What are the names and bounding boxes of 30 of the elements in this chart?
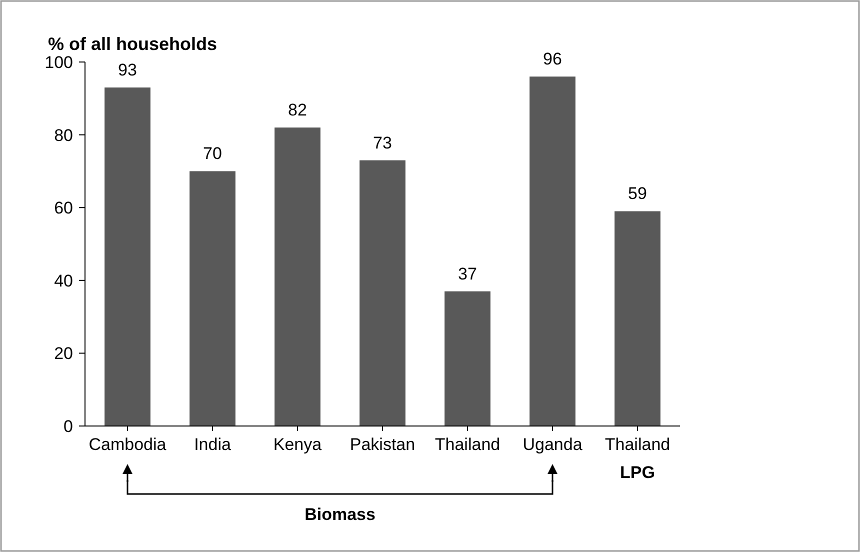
y-tick-label: 60 <box>54 198 73 218</box>
x-tick-label: Cambodia <box>88 435 167 454</box>
x-tick-label: Thailand <box>434 435 500 454</box>
bar <box>190 171 236 426</box>
data-label: 37 <box>458 264 477 284</box>
y-tick-label: 0 <box>64 416 73 436</box>
bar <box>274 128 320 426</box>
text: Biomass <box>304 505 376 524</box>
y-tick-label: 40 <box>54 271 73 290</box>
x-tick-label: Pakistan <box>350 435 416 454</box>
bar <box>444 291 490 426</box>
y-tick-label: 100 <box>44 52 73 72</box>
data-label: 70 <box>203 144 222 164</box>
bar <box>614 211 660 426</box>
data-label: 59 <box>628 184 647 204</box>
data-label: 82 <box>288 100 307 120</box>
x-tick-label: India <box>194 435 232 454</box>
y-axis-title: % of all households <box>48 34 218 54</box>
x-tick-label: Uganda <box>522 435 583 454</box>
data-label: 96 <box>543 50 562 69</box>
x-tick-label: Kenya <box>273 435 322 454</box>
y-tick-label: 80 <box>54 126 73 145</box>
text: LPG <box>620 463 655 482</box>
x-tick-label: Thailand <box>604 435 670 454</box>
data-label: 93 <box>118 60 137 80</box>
data-label: 73 <box>373 133 392 152</box>
y-tick-label: 20 <box>54 344 73 364</box>
bar <box>360 160 406 426</box>
bar <box>104 87 150 426</box>
bar <box>530 76 576 426</box>
